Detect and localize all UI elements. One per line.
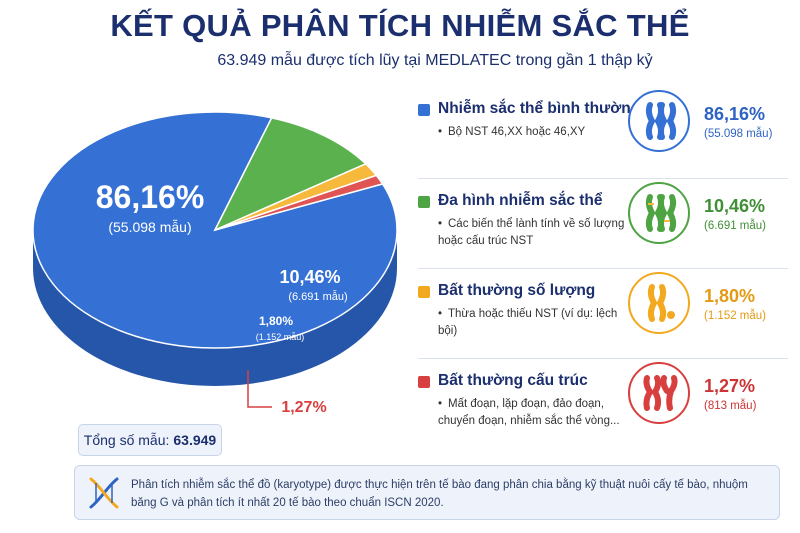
- legend-count: (1.152 mẫu): [704, 310, 767, 322]
- slice-label-count: (6.691 mẫu): [288, 290, 347, 303]
- legend-title: Bất thường số lượng: [438, 282, 596, 299]
- legend-divider: [418, 268, 788, 269]
- legend-desc: • Bộ NST 46,XX hoặc 46,XY: [438, 126, 586, 138]
- numerical-abnormality-icon: [628, 272, 690, 334]
- pie-slice-1: [213, 117, 368, 232]
- legend-desc: • Mất đoạn, lặp đoạn, đảo đoạn, chuyển đo…: [438, 398, 620, 427]
- slice-label-count: (55.098 mẫu): [108, 219, 191, 235]
- pie-slice-3: [214, 174, 384, 231]
- slice-label-percent: 10,46%: [279, 267, 340, 287]
- legend-percent: 86,16%: [704, 104, 766, 124]
- legend-swatch: [418, 196, 430, 208]
- legend-percent: 1,27%: [704, 376, 756, 396]
- legend-divider: [418, 178, 788, 179]
- legend-count: (813 mẫu): [704, 400, 757, 412]
- page-title: KẾT QUẢ PHÂN TÍCH NHIỄM SẮC THỂ: [110, 8, 690, 43]
- legend-title: Bất thường cấu trúc: [438, 372, 588, 389]
- legend-desc: • Thừa hoặc thiếu NST (ví dụ: lệch bội): [438, 308, 618, 337]
- page-subtitle: 63.949 mẫu được tích lũy tại MEDLATEC tr…: [217, 52, 653, 69]
- slice-label-percent: 86,16%: [96, 179, 205, 215]
- slice-label-count: (1.152 mẫu): [256, 332, 305, 342]
- legend-swatch: [418, 376, 430, 388]
- callout-line: [247, 370, 272, 408]
- legend-divider: [418, 358, 788, 359]
- legend-percent: 10,46%: [704, 196, 766, 216]
- legend-title: Nhiễm sắc thể bình thường: [438, 100, 641, 117]
- pie-side-0: [33, 230, 397, 386]
- slice-label-percent: 1,27%: [281, 399, 326, 416]
- legend-count: (6.691 mẫu): [704, 220, 767, 232]
- normal-chromosome-icon: [628, 90, 690, 152]
- legend-title: Đa hình nhiễm sắc thể: [438, 192, 603, 209]
- legend-item-polymorphism: Đa hình nhiễm sắc thể • Các biến thể lành…: [418, 182, 788, 277]
- structural-abnormality-icon: [628, 362, 690, 424]
- polymorphism-chromosome-icon: [628, 182, 690, 244]
- legend-swatch: [418, 104, 430, 116]
- legend-item-normal: Nhiễm sắc thể bình thường • Bộ NST 46,XX …: [418, 90, 788, 185]
- legend-swatch: [418, 286, 430, 298]
- total-value: 63.949: [173, 432, 217, 448]
- legend-item-structural: Bất thường cấu trúc • Mất đoạn, lặp đoạn,…: [418, 362, 788, 457]
- legend-item-numerical: Bất thường số lượng • Thừa hoặc thiếu NST…: [418, 272, 788, 367]
- legend-desc: • Các biến thể lành tính về số lượng hoặc…: [438, 218, 625, 247]
- legend-count: (55.098 mẫu): [704, 128, 773, 140]
- pie-sides: [33, 230, 397, 386]
- total-label: Tổng số mẫu:: [83, 432, 170, 448]
- slice-label-percent: 1,80%: [259, 314, 293, 328]
- legend-percent: 1,80%: [704, 286, 756, 306]
- pie-chart: 86,16% (55.098 mẫu) 10,46% (6.691 mẫu) 1,80%…: [32, 111, 398, 416]
- dna-icon: [89, 477, 119, 509]
- method-note: Phân tích nhiễm sắc thể đồ (karyotype) đ…: [74, 465, 780, 520]
- note-text: Phân tích nhiễm sắc thể đồ (karyotype) đ…: [131, 479, 748, 509]
- total-samples-box: Tổng số mẫu: 63.949: [78, 424, 222, 456]
